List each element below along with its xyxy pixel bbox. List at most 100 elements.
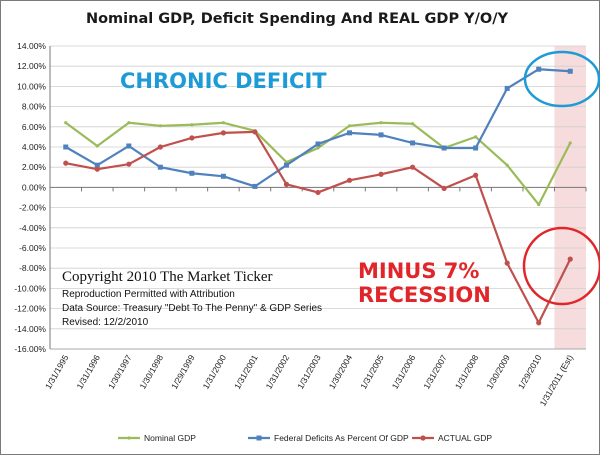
legend-marker (256, 435, 262, 441)
data-point-federal-deficits-as-percent-of-gdp (567, 68, 573, 74)
data-point-federal-deficits-as-percent-of-gdp (252, 183, 258, 189)
y-tick-label: -4.00% (19, 223, 46, 233)
chart-title: Nominal GDP, Deficit Spending And REAL G… (86, 11, 509, 27)
legend-label: Nominal GDP (144, 433, 196, 443)
x-tick-label: 1/29/1999 (169, 353, 197, 391)
data-point-federal-deficits-as-percent-of-gdp (189, 170, 195, 176)
data-point-nominal-gdp (127, 121, 131, 125)
annotation-minus-7: MINUS 7% (358, 259, 479, 283)
annotation-circle-blue (523, 50, 600, 108)
data-point-federal-deficits-as-percent-of-gdp (504, 85, 510, 91)
data-point-actual-gdp (94, 166, 100, 172)
legend-label: Federal Deficits As Percent Of GDP (274, 433, 409, 443)
annotation-chronic-deficit: CHRONIC DEFICIT (120, 69, 327, 93)
data-point-federal-deficits-as-percent-of-gdp (441, 145, 447, 151)
x-tick-label: 1/31/1996 (74, 353, 102, 391)
x-tick-label: 1/31/2003 (295, 353, 323, 391)
y-tick-label: 6.00% (22, 122, 47, 132)
data-point-actual-gdp (504, 260, 510, 266)
x-tick-label: 1/31/2007 (421, 353, 449, 391)
legend-label: ACTUAL GDP (438, 433, 492, 443)
annotation-recession: RECESSION (358, 283, 491, 307)
data-point-nominal-gdp (64, 121, 68, 125)
data-point-nominal-gdp (537, 202, 541, 207)
data-point-actual-gdp (252, 129, 258, 135)
legend-marker (420, 435, 426, 441)
data-point-federal-deficits-as-percent-of-gdp (63, 144, 69, 150)
x-tick-label: 1/31/2008 (453, 353, 481, 391)
x-tick-label: 1/31/2001 (232, 353, 260, 391)
data-point-federal-deficits-as-percent-of-gdp (220, 173, 226, 179)
data-point-actual-gdp (157, 144, 163, 150)
data-point-federal-deficits-as-percent-of-gdp (378, 132, 384, 138)
data-point-federal-deficits-as-percent-of-gdp (283, 162, 289, 168)
data-point-actual-gdp (63, 160, 69, 166)
data-point-federal-deficits-as-percent-of-gdp (473, 145, 479, 151)
x-tick-label: 1/30/1997 (106, 353, 134, 391)
data-point-federal-deficits-as-percent-of-gdp (94, 162, 100, 168)
x-tick-label: 1/30/2009 (484, 353, 512, 391)
y-tick-label: -10.00% (14, 283, 46, 293)
y-tick-label: -8.00% (19, 263, 46, 273)
data-point-federal-deficits-as-percent-of-gdp (315, 141, 321, 147)
y-tick-label: -2.00% (19, 203, 46, 213)
x-tick-label: 1/31/2011 (Est) (538, 353, 575, 408)
x-tick-label: 1/31/1995 (43, 353, 71, 391)
data-point-nominal-gdp (379, 121, 383, 125)
data-point-nominal-gdp (95, 144, 99, 148)
data-point-nominal-gdp (347, 124, 352, 128)
y-tick-label: 2.00% (22, 162, 47, 172)
data-point-federal-deficits-as-percent-of-gdp (126, 143, 132, 149)
legend-marker (127, 436, 131, 440)
data-point-actual-gdp (283, 181, 290, 187)
y-tick-label: 0.00% (22, 182, 47, 192)
copyright-line-3: Data Source: Treasury "Debt To The Penny… (62, 303, 322, 314)
data-point-nominal-gdp (505, 163, 509, 167)
y-tick-label: 10.00% (17, 81, 46, 91)
data-point-nominal-gdp (410, 122, 415, 126)
x-tick-label: 1/31/2006 (390, 353, 418, 391)
y-tick-label: -16.00% (14, 344, 46, 354)
annotation-circle-red (522, 226, 600, 306)
axes (49, 46, 587, 350)
data-point-federal-deficits-as-percent-of-gdp (536, 66, 542, 72)
data-point-nominal-gdp (474, 135, 478, 139)
data-point-nominal-gdp (190, 123, 194, 127)
copyright-line-4: Revised: 12/2/2010 (62, 317, 149, 328)
data-point-actual-gdp (220, 130, 227, 136)
data-point-nominal-gdp (158, 124, 162, 128)
y-tick-label: -14.00% (14, 324, 46, 334)
y-tick-label: -6.00% (19, 243, 46, 253)
data-point-nominal-gdp (221, 121, 226, 125)
copyright-title: Copyright 2010 The Market Ticker (62, 269, 273, 285)
data-point-nominal-gdp (316, 146, 320, 150)
data-point-nominal-gdp (568, 141, 572, 145)
data-point-actual-gdp (346, 177, 353, 183)
copyright-line-2: Reproduction Permitted with Attribution (62, 289, 235, 300)
y-tick-label: 14.00% (17, 41, 46, 51)
x-tick-label: 1/30/1998 (138, 353, 166, 391)
data-point-federal-deficits-as-percent-of-gdp (347, 130, 353, 136)
x-tick-label: 1/30/2004 (327, 353, 355, 391)
data-point-actual-gdp (473, 172, 479, 178)
x-tick-label: 1/29/2010 (516, 353, 544, 391)
y-tick-label: 12.00% (17, 61, 46, 71)
data-point-actual-gdp (409, 164, 416, 170)
series (63, 66, 573, 326)
data-point-federal-deficits-as-percent-of-gdp (157, 164, 163, 170)
data-point-actual-gdp (126, 161, 132, 167)
x-tick-label: 1/31/2000 (201, 353, 229, 391)
legend: Nominal GDP Federal Deficits As Percent O… (118, 433, 492, 443)
y-tick-label: -12.00% (14, 304, 46, 314)
x-axis-ticks: 1/31/1995 1/31/1996 1/30/1997 1/30/1998 1/29… (43, 353, 575, 408)
data-point-actual-gdp (567, 256, 573, 262)
x-tick-label: 1/31/2005 (358, 353, 386, 391)
data-point-actual-gdp (315, 189, 321, 196)
data-point-actual-gdp (189, 135, 195, 141)
y-tick-label: 4.00% (22, 142, 47, 152)
y-axis-ticks: 14.00% 12.00% 10.00% 8.00% 6.00% 4.00% 2.00% 0.… (14, 41, 46, 354)
y-tick-label: 8.00% (22, 102, 47, 112)
data-point-actual-gdp (378, 171, 384, 177)
data-point-actual-gdp (441, 185, 447, 192)
